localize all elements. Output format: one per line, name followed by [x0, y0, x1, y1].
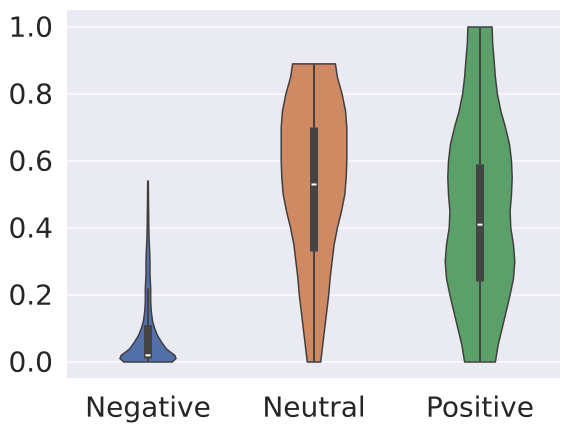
y-tick-label: 1.0 [8, 11, 53, 44]
y-tick-label: 0.4 [8, 212, 53, 245]
x-tick-label: Positive [426, 391, 534, 424]
x-tick-label: Neutral [262, 391, 365, 424]
y-tick-label: 0.6 [8, 145, 53, 178]
violins [119, 26, 516, 363]
y-tick-label: 0.0 [8, 346, 53, 379]
y-tick-label: 0.2 [8, 279, 53, 312]
x-axis: Negative Neutral Positive [85, 391, 534, 424]
violin-negative [119, 180, 177, 363]
x-tick-label: Negative [85, 391, 211, 424]
y-tick-label: 0.8 [8, 78, 53, 111]
y-axis: 0.0 0.2 0.4 0.6 0.8 1.0 [8, 11, 53, 379]
